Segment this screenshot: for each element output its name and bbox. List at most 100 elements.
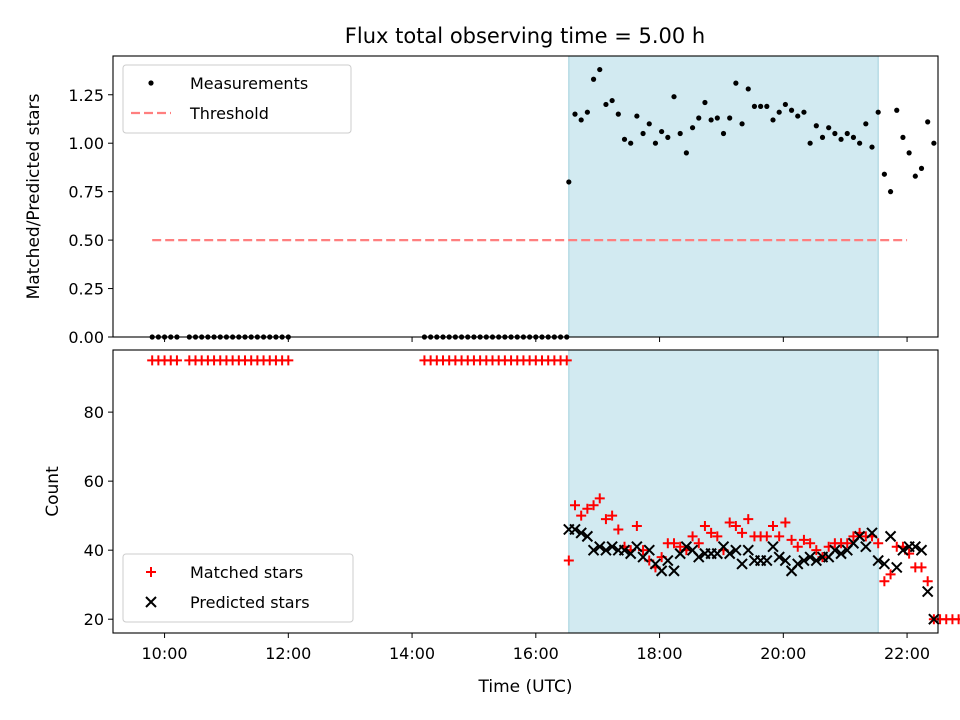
matched-point (885, 569, 896, 580)
measurement-point (597, 66, 603, 73)
legend-frame (122, 64, 352, 134)
predicted-point (587, 544, 600, 556)
measurement-point (609, 97, 615, 104)
x-tick-label: 20:00 (760, 644, 806, 663)
matched-point (594, 493, 605, 504)
matched-point (669, 538, 679, 549)
matched-point (582, 503, 593, 514)
measurement-point (720, 130, 727, 137)
measurement-point (671, 94, 677, 100)
measurement-point (677, 130, 683, 137)
measurement-point (832, 130, 838, 137)
matched-point (792, 541, 803, 552)
predicted-point (798, 554, 810, 567)
measurement-point (764, 103, 770, 109)
measurement-point (584, 109, 590, 115)
matched-point (737, 527, 748, 538)
matched-point (780, 517, 791, 528)
matched-point (706, 527, 717, 538)
matched-point (774, 531, 785, 542)
matched-point (953, 614, 960, 625)
legend-marker-predicted (145, 596, 157, 608)
series-predicted-stars (563, 523, 940, 625)
predicted-point (655, 565, 668, 577)
matched-point (730, 521, 741, 532)
x-tick-label: 14:00 (389, 644, 435, 663)
predicted-point (693, 551, 705, 563)
matched-point (798, 534, 809, 545)
predicted-point (662, 554, 674, 567)
predicted-point (810, 554, 823, 567)
matched-point (607, 510, 618, 521)
measurement-point (659, 128, 665, 135)
series-matched-stars (147, 355, 960, 625)
measurement-point (906, 150, 912, 156)
measurement-point (714, 115, 720, 121)
x-tick-label: 10:00 (142, 644, 188, 663)
predicted-point (897, 544, 909, 556)
matched-point (805, 538, 816, 549)
measurement-point (566, 179, 572, 185)
matched-point (561, 355, 572, 366)
y-tick-label: 1.00 (68, 134, 104, 153)
predicted-point (872, 554, 884, 567)
measurement-point (912, 173, 918, 179)
predicted-point (909, 541, 922, 553)
y-tick-label: 1.25 (68, 86, 104, 105)
measurement-point (652, 140, 659, 146)
predicted-point (668, 565, 680, 577)
predicted-point (853, 530, 866, 543)
matched-point (675, 541, 686, 552)
x-tick-label: 18:00 (637, 644, 683, 663)
measurement-point (813, 123, 819, 129)
y-tick-label: 0.00 (68, 328, 104, 347)
legend-label: Predicted stars (190, 593, 310, 612)
measurement-point (850, 134, 857, 140)
predicted-point (594, 541, 606, 553)
matched-point (724, 517, 735, 528)
matched-point (570, 500, 580, 511)
legend-label: Measurements (190, 74, 308, 93)
measurement-point (795, 113, 801, 119)
measurement-point (621, 136, 628, 142)
y-axis-label: Matched/Predicted stars (24, 93, 44, 299)
predicted-point (891, 561, 903, 574)
legend: Measurements Threshold (122, 64, 352, 134)
x-tick-label: 22:00 (884, 644, 930, 663)
predicted-point (680, 541, 693, 553)
measurement-point (925, 119, 931, 125)
x-tick-label: 12:00 (265, 644, 311, 663)
predicted-point (915, 544, 928, 556)
predicted-point (600, 544, 612, 556)
predicted-point (835, 547, 847, 560)
measurement-point (869, 144, 875, 150)
predicted-point (618, 544, 631, 556)
observing-window-span (568, 349, 879, 634)
measurement-point (628, 140, 634, 146)
y-tick-label: 20 (84, 610, 104, 629)
measurement-point (844, 130, 850, 137)
measurement-point (770, 117, 776, 123)
predicted-point (643, 544, 655, 556)
matched-point (712, 531, 723, 542)
x-tick-label: 16:00 (513, 644, 559, 663)
measurement-point (615, 111, 621, 117)
measurement-point (931, 140, 937, 146)
predicted-point (829, 544, 841, 556)
y-tick-label: 80 (84, 403, 104, 422)
predicted-point (773, 551, 785, 563)
predicted-point (860, 541, 872, 553)
measurement-point (887, 189, 894, 195)
top-panel: 0.00 0.25 0.50 0.75 1.00 1.25 Matched/Predicte… (24, 55, 939, 347)
predicted-point (631, 541, 643, 553)
predicted-point (928, 613, 940, 625)
measurement-point (708, 117, 714, 123)
matched-point (761, 531, 772, 542)
predicted-point (921, 585, 934, 598)
predicted-point (575, 527, 587, 539)
predicted-point (767, 541, 779, 553)
y-tick-label: 0.25 (68, 280, 104, 299)
matched-point (576, 510, 587, 521)
matched-point (743, 514, 754, 525)
